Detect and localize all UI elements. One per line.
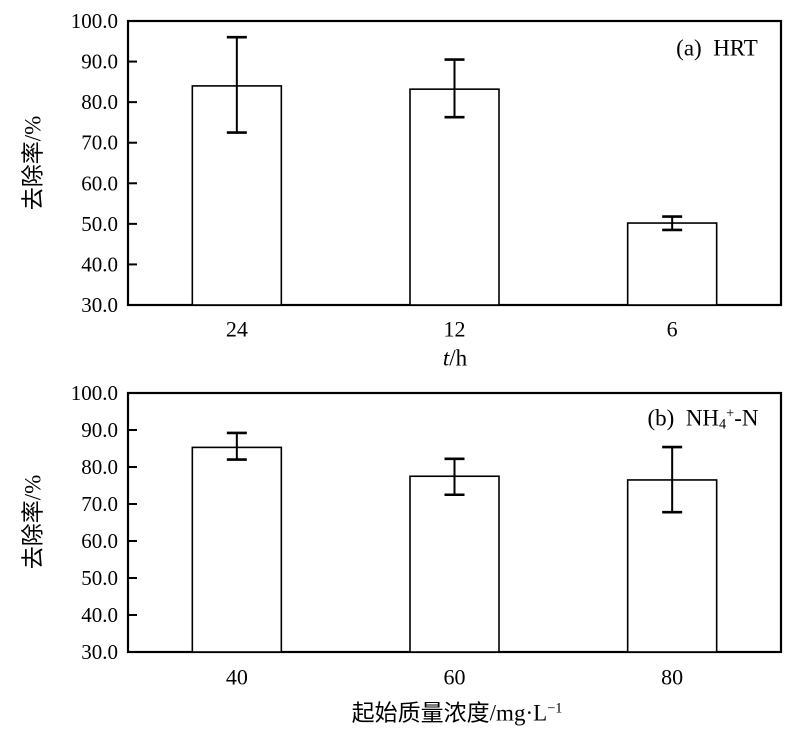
y-tick-label: 40.0 (81, 252, 118, 276)
y-tick-label: 40.0 (81, 603, 118, 627)
y-tick-label: 90.0 (81, 50, 118, 74)
x-tick-label: 40 (226, 665, 248, 690)
y-tick-label: 80.0 (81, 90, 118, 114)
panel-b-y-axis-title: 去除率/% (20, 474, 46, 570)
text-segment: −1 (547, 700, 563, 717)
x-tick-label: 24 (226, 317, 248, 342)
text-segment: 起始质量浓度/mg·L (351, 700, 548, 726)
text-segment: + (726, 405, 735, 422)
text-segment: -N (734, 405, 759, 431)
y-tick-label: 70.0 (81, 492, 118, 516)
panel-b-label: (b) NH4+-N (647, 405, 759, 433)
panel-a-x-axis-title: t/h (443, 347, 467, 370)
y-tick-label: 90.0 (81, 418, 118, 442)
text-segment: (b) NH (647, 405, 720, 431)
text-segment: t (442, 345, 450, 371)
y-tick-label: 80.0 (81, 455, 118, 479)
text-segment: /h (449, 345, 468, 371)
text-segment: 4 (719, 416, 727, 433)
y-tick-label: 30.0 (81, 640, 118, 664)
panel-a-y-axis-title: 去除率/% (20, 115, 46, 211)
panel-b-x-axis-title: 起始质量浓度/mg·L−1 (352, 702, 563, 725)
x-tick-label: 12 (444, 317, 466, 342)
y-tick-label: 100.0 (71, 381, 118, 405)
y-tick-label: 50.0 (81, 212, 118, 236)
bar-6 (626, 222, 718, 306)
x-tick-label: 60 (444, 665, 466, 690)
bar-12 (409, 88, 500, 306)
y-tick-label: 100.0 (71, 9, 118, 33)
panel-a-label: (a) HRT (676, 37, 758, 60)
bar-60 (409, 475, 500, 653)
y-tick-label: 60.0 (81, 529, 118, 553)
y-tick-label: 70.0 (81, 131, 118, 155)
panel-a-plot-area: 30.0 40.0 50.0 60.0 70.0 80.0 90.0 100.0 24 12 6 (71, 9, 783, 342)
text-segment: (a) HRT (676, 35, 758, 61)
x-tick-label: 6 (667, 317, 678, 342)
y-tick-label: 30.0 (81, 293, 118, 317)
y-tick-label: 50.0 (81, 566, 118, 590)
panel-b-plot-area: 30.0 40.0 50.0 60.0 70.0 80.0 90.0 100.0 40 60 80 (71, 381, 783, 690)
bar-40 (191, 446, 283, 653)
x-tick-label: 80 (661, 665, 683, 690)
y-tick-label: 60.0 (81, 171, 118, 195)
